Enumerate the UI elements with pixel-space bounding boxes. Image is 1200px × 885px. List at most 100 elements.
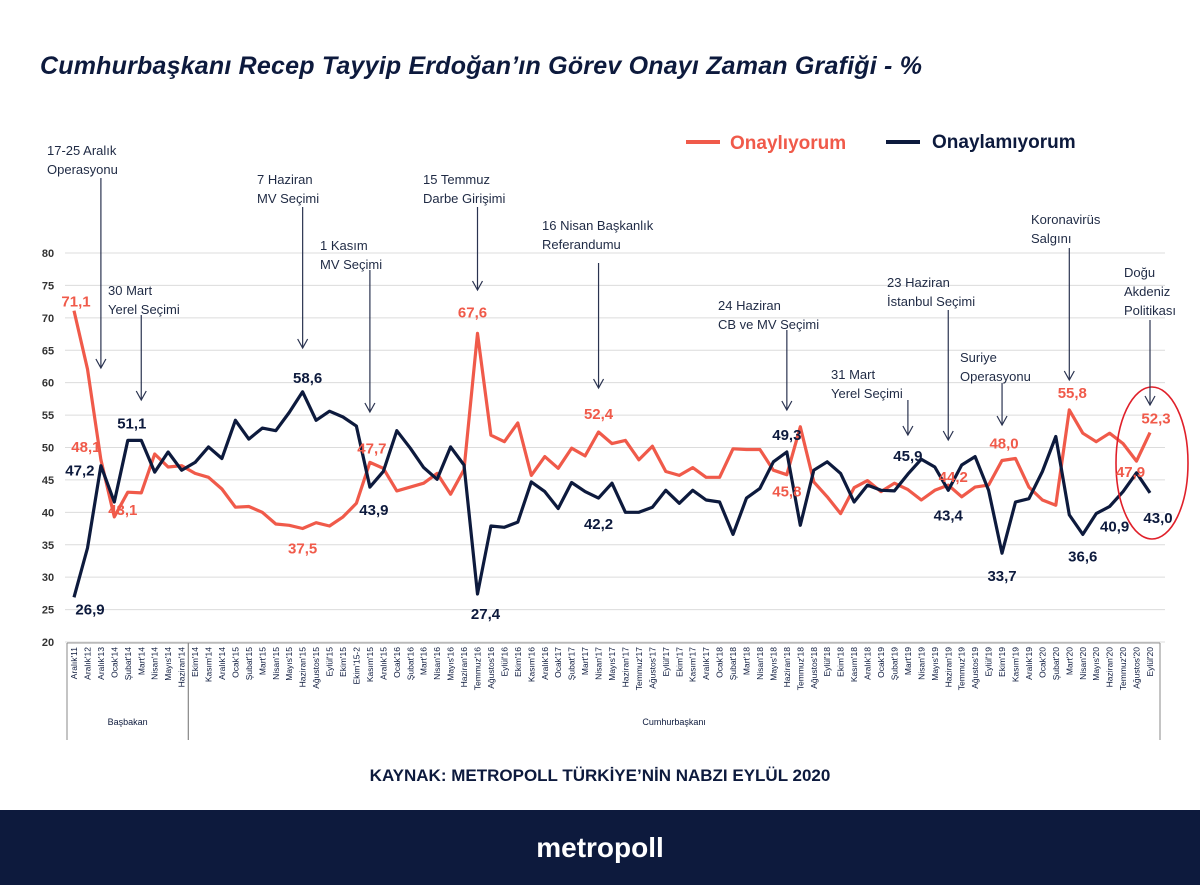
chart-title: Cumhurbaşkanı Recep Tayyip Erdoğan’ın Gö… [40, 52, 923, 80]
x-tick-label: Mart'19 [903, 647, 913, 675]
annotation-text: 15 Temmuz [423, 172, 490, 187]
data-point [274, 523, 277, 526]
x-tick-label: Haziran'15 [298, 647, 308, 688]
x-tick-label: Ağustos'16 [486, 647, 496, 689]
x-tick-label: Aralık'18 [863, 647, 873, 680]
data-point [234, 419, 237, 422]
data-point [974, 486, 977, 489]
x-tick-label: Ekim'16 [513, 647, 523, 677]
x-tick-label: Mart'17 [580, 647, 590, 675]
data-point [758, 487, 761, 490]
category-group-label: Başbakan [108, 717, 148, 727]
arrow-down-icon [996, 415, 1008, 427]
data-point [974, 455, 977, 458]
data-point [1041, 470, 1044, 473]
x-tick-label: Kasım'19 [1011, 647, 1021, 682]
data-point [758, 448, 761, 451]
data-point [180, 469, 183, 472]
x-tick-label: Mart'18 [742, 647, 752, 675]
data-point [395, 489, 398, 492]
data-point [745, 497, 748, 500]
data-label: 45,9 [893, 448, 922, 465]
data-point [86, 546, 89, 549]
legend: Onaylıyorum Onaylamıyorum [686, 132, 1076, 154]
x-tick-label: Şubat'16 [405, 647, 415, 681]
annotation-text: MV Seçimi [320, 257, 382, 272]
data-point [463, 464, 466, 467]
data-point [785, 473, 788, 476]
arrow-down-icon [942, 430, 954, 442]
arrow-down-icon [593, 378, 605, 390]
data-point [1014, 500, 1017, 503]
data-point [678, 502, 681, 505]
data-point [637, 511, 640, 514]
data-point [126, 439, 129, 442]
data-point [933, 489, 936, 492]
data-point [866, 479, 869, 482]
data-point [355, 502, 358, 505]
x-tick-label: Ağustos'15 [311, 647, 321, 689]
series-lines [72, 310, 1189, 598]
data-point [409, 447, 412, 450]
y-tick-label: 70 [42, 313, 54, 325]
x-tick-label: Şubat'17 [567, 647, 577, 681]
data-label: 42,2 [584, 516, 613, 533]
data-point [772, 469, 775, 472]
data-point [557, 467, 560, 470]
data-point [960, 464, 963, 467]
arrow-down-icon [471, 280, 484, 292]
x-tick-label: Eylül'16 [499, 647, 509, 677]
x-tick-label: Temmuz'16 [473, 647, 483, 690]
data-point [906, 488, 909, 491]
arrow-down-icon [781, 400, 793, 412]
data-point [449, 493, 452, 496]
data-point [785, 451, 788, 454]
annotation-text: Koronavirüs [1031, 212, 1101, 227]
x-tick-label: Aralık'15 [378, 647, 388, 680]
x-tick-label: Ekim'17 [674, 647, 684, 677]
annotation-text: Referandumu [542, 237, 621, 252]
data-label: 45,8 [772, 484, 801, 501]
annotation-text: İstanbul Seçimi [887, 294, 975, 309]
footer-band: metropoll [0, 810, 1200, 885]
annotation-text: Doğu [1124, 265, 1155, 280]
x-tick-label: Ocak'16 [392, 647, 402, 678]
annotation-text: 23 Haziran [887, 275, 950, 290]
data-point [664, 470, 667, 473]
highlight-ellipse [1115, 386, 1189, 540]
data-point [207, 445, 210, 448]
data-point [1122, 442, 1125, 445]
x-tick-label: Haziran'20 [1105, 647, 1115, 688]
x-tick-label: Ocak'19 [876, 647, 886, 678]
x-tick-label: Kasım'15 [365, 647, 375, 682]
data-point [570, 447, 573, 450]
annotation: Koronavirüs Salgını [1031, 212, 1101, 382]
data-label: 47,7 [357, 440, 386, 457]
annotation: 30 Mart Yerel Seçimi [108, 283, 180, 402]
x-tick-label: Mayıs'20 [1091, 647, 1101, 681]
arrow-down-icon [902, 425, 914, 437]
data-point [987, 489, 990, 492]
data-point [839, 472, 842, 475]
x-tick-label: Haziran'16 [459, 647, 469, 688]
x-tick-label: Kasım'16 [526, 647, 536, 682]
x-tick-label: Kasım'14 [204, 647, 214, 682]
y-tick-label: 60 [42, 378, 54, 390]
data-point [624, 511, 627, 514]
data-point [893, 482, 896, 485]
x-tick-label: Haziran'18 [782, 647, 792, 688]
data-point [772, 460, 775, 463]
x-tick-label: Kasım'18 [849, 647, 859, 682]
category-group-label: Cumhurbaşkanı [642, 717, 706, 727]
y-tick-label: 75 [42, 280, 54, 292]
data-point [1135, 460, 1138, 463]
annotation-text: Politikası [1124, 303, 1176, 318]
y-tick-label: 45 [42, 475, 54, 487]
data-point [489, 434, 492, 437]
data-point [395, 429, 398, 432]
data-point [288, 411, 291, 414]
x-tick-label: Ekim'15 [338, 647, 348, 677]
annotation-text: 1 Kasım [320, 238, 368, 253]
x-tick-label: Mayıs'17 [607, 647, 617, 681]
annotation: 17-25 Aralık Operasyonu [47, 143, 118, 370]
